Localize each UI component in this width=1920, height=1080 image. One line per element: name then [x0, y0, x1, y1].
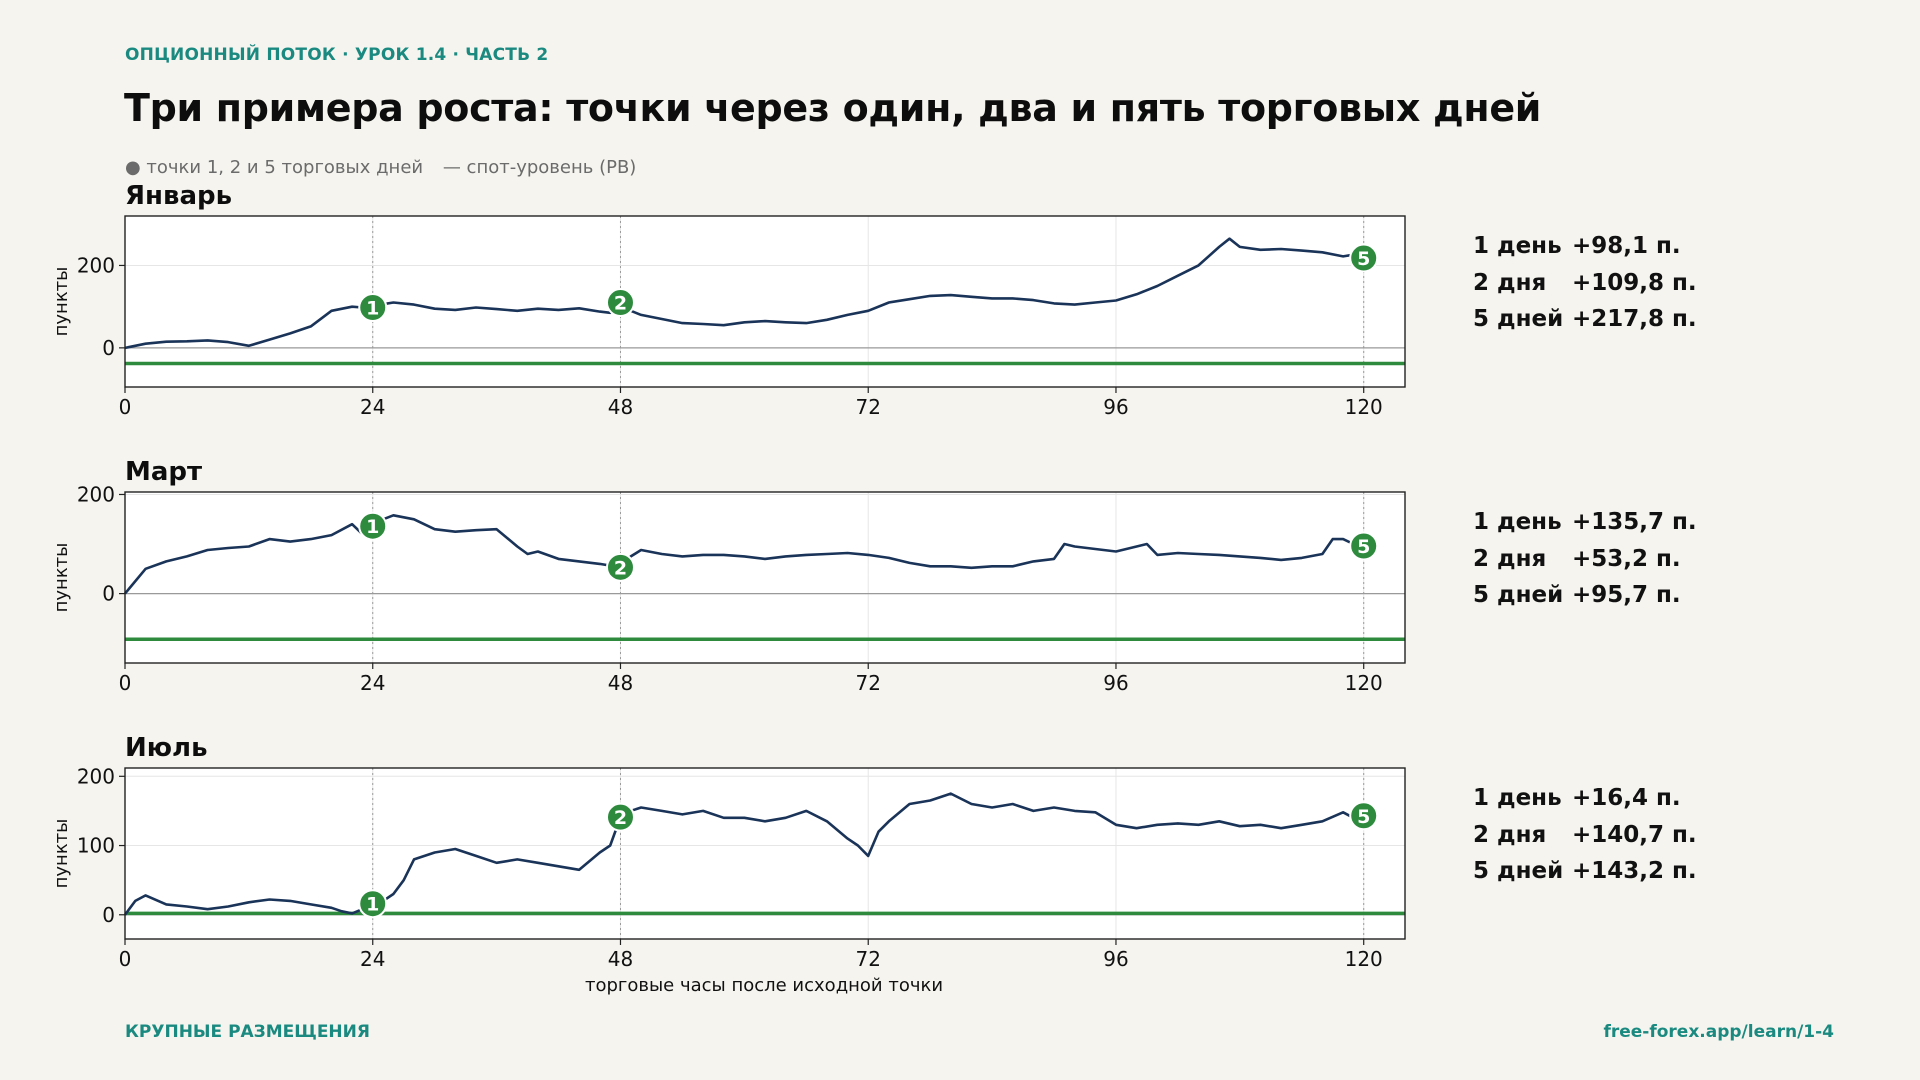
panel-title: Январь: [125, 181, 232, 211]
y-axis-label: пункты: [51, 267, 72, 337]
x-tick-label: 24: [360, 947, 385, 971]
stat-value: +109,8 п.: [1572, 269, 1697, 296]
stat-row: 2 дня +109,8 п.: [1473, 265, 1697, 302]
stat-value: +143,2 п.: [1572, 858, 1697, 884]
footer-section-label: КРУПНЫЕ РАЗМЕЩЕНИЯ: [125, 1022, 370, 1042]
panel-title: Март: [125, 457, 202, 487]
stat-value: +53,2 п.: [1572, 545, 1681, 572]
plot-frame: [124, 215, 1406, 388]
x-tick-label: 120: [1345, 671, 1383, 695]
series-line: [124, 237, 1365, 350]
x-tick-label: 24: [360, 395, 385, 419]
legend: ● точки 1, 2 и 5 торговых дней — спот-ур…: [125, 157, 650, 178]
stat-label: 5 дней: [1473, 582, 1564, 608]
day-marker: [605, 288, 635, 318]
day-marker-label: 2: [614, 557, 627, 579]
day-marker: [358, 889, 388, 919]
day-marker-label: 1: [366, 894, 379, 916]
legend-points: ● точки 1, 2 и 5 торговых дней: [125, 157, 424, 178]
y-tick-label: 200: [77, 482, 115, 506]
stat-value: +95,7 п.: [1572, 582, 1681, 608]
day-marker-label: 2: [614, 807, 627, 829]
stat-row: 1 день +135,7 п.: [1473, 504, 1697, 541]
stat-value: +140,7 п.: [1572, 821, 1697, 848]
stat-label: 1 день: [1473, 785, 1562, 811]
x-tick-label: 96: [1103, 671, 1128, 695]
page-title: Три примера роста: точки через один, два…: [124, 86, 1542, 130]
day-marker: [358, 511, 388, 541]
day-marker-label: 1: [366, 516, 379, 538]
stat-label: 5 дней: [1473, 858, 1564, 884]
x-tick-label: 72: [855, 947, 880, 971]
y-tick-label: 100: [77, 834, 115, 858]
day-marker: [1349, 801, 1379, 831]
stat-label: 5 дней: [1473, 306, 1564, 332]
plot-frame: [124, 767, 1406, 940]
stat-row: 5 дней +143,2 п.: [1473, 853, 1697, 890]
y-tick-label: 0: [102, 903, 115, 927]
legend-spot: — спот-уровень (PB): [442, 157, 637, 178]
x-tick-label: 120: [1345, 395, 1383, 419]
day-marker: [605, 552, 635, 582]
x-tick-label: 0: [119, 395, 132, 419]
y-tick-label: 0: [102, 582, 115, 606]
day-marker: [605, 802, 635, 832]
series-line: [123, 792, 1364, 916]
x-tick-label: 48: [608, 947, 633, 971]
stat-value: +135,7 п.: [1572, 509, 1697, 535]
x-tick-label: 0: [119, 671, 132, 695]
stat-value: +16,4 п.: [1572, 785, 1681, 811]
stat-label: 2 дня: [1473, 821, 1547, 848]
y-tick-label: 200: [77, 253, 115, 277]
x-axis-label: торговые часы после исходной точки: [585, 975, 943, 996]
y-tick-label: 200: [77, 764, 115, 788]
day-marker: [1349, 243, 1379, 273]
day-marker-label: 1: [366, 297, 379, 319]
x-tick-label: 0: [119, 947, 132, 971]
x-tick-label: 72: [855, 395, 880, 419]
day-marker-label: 5: [1357, 536, 1370, 558]
stats-march: 1 день +135,7 п. 2 дня +53,2 п. 5 дней +95,…: [1473, 504, 1697, 614]
stats-january: 1 день +98,1 п. 2 дня +109,8 п. 5 дней +217…: [1473, 228, 1697, 338]
stats-july: 1 день +16,4 п. 2 дня +140,7 п. 5 дней +143…: [1473, 780, 1697, 890]
y-tick-label: 0: [102, 336, 115, 360]
x-tick-label: 48: [608, 671, 633, 695]
stat-value: +98,1 п.: [1572, 233, 1681, 259]
stat-row: 1 день +98,1 п.: [1473, 228, 1697, 265]
panel-title: Июль: [125, 733, 208, 763]
x-tick-label: 96: [1103, 947, 1128, 971]
x-tick-label: 96: [1103, 395, 1128, 419]
day-marker-label: 5: [1357, 248, 1370, 270]
stat-value: +217,8 п.: [1572, 306, 1697, 332]
plot-frame: [124, 491, 1406, 664]
x-tick-label: 120: [1345, 947, 1383, 971]
course-kicker: ОПЦИОННЫЙ ПОТОК · УРОК 1.4 · ЧАСТЬ 2: [125, 45, 549, 65]
day-marker: [1349, 531, 1379, 561]
y-axis-label: пункты: [51, 819, 72, 889]
plot-area: [125, 216, 1405, 387]
day-marker-label: 2: [614, 293, 627, 315]
stat-row: 1 день +16,4 п.: [1473, 780, 1697, 817]
plot-area: [125, 492, 1405, 663]
stat-label: 1 день: [1473, 233, 1562, 259]
stat-row: 2 дня +53,2 п.: [1473, 541, 1697, 578]
stat-label: 2 дня: [1473, 545, 1547, 572]
stat-label: 2 дня: [1473, 269, 1547, 296]
series-line: [123, 514, 1364, 595]
stat-label: 1 день: [1473, 509, 1562, 535]
stat-row: 5 дней +95,7 п.: [1473, 577, 1697, 614]
day-marker-label: 5: [1357, 806, 1370, 828]
stat-row: 2 дня +140,7 п.: [1473, 817, 1697, 854]
x-tick-label: 48: [608, 395, 633, 419]
y-axis-label: пункты: [51, 543, 72, 613]
day-marker: [358, 292, 388, 322]
stat-row: 5 дней +217,8 п.: [1473, 301, 1697, 338]
footer-link[interactable]: free-forex.app/learn/1-4: [1603, 1022, 1834, 1042]
x-tick-label: 24: [360, 671, 385, 695]
x-tick-label: 72: [855, 671, 880, 695]
